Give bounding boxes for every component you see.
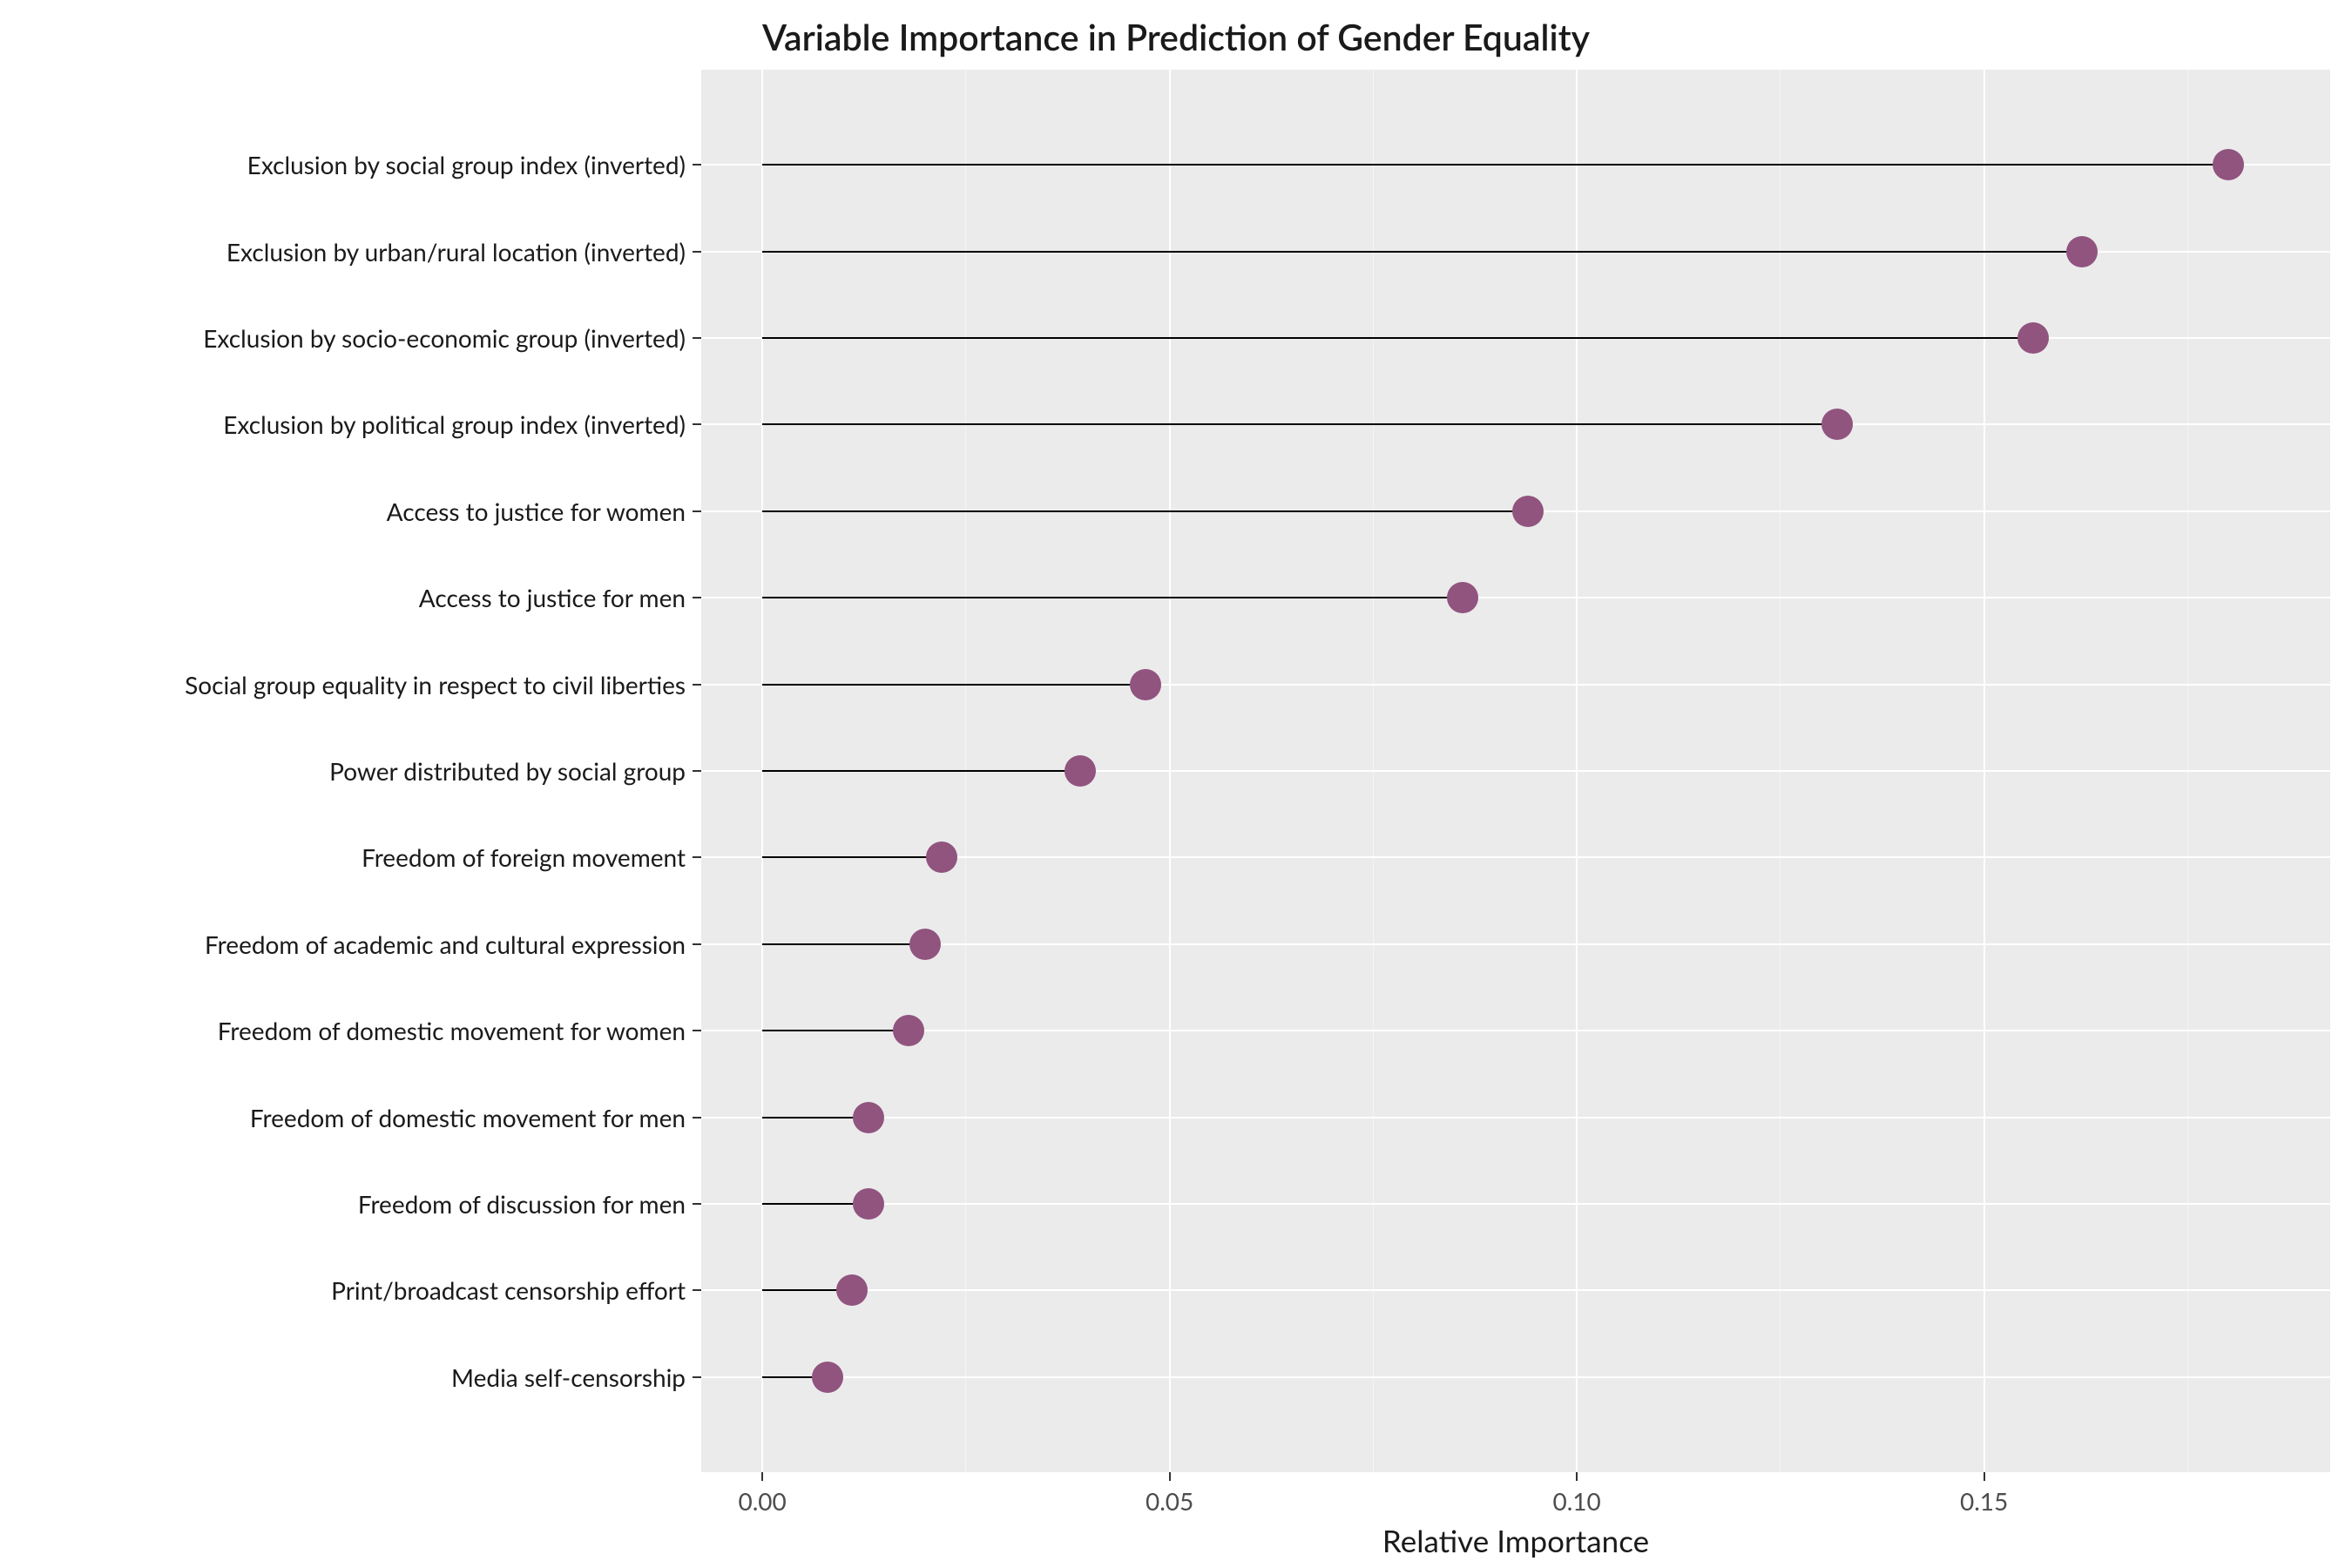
y-tick-mark: [693, 1117, 701, 1119]
y-tick-label-text: Exclusion by political group index (inve…: [223, 409, 686, 439]
y-tick-mark: [693, 856, 701, 858]
y-tick-label-text: Exclusion by socio-economic group (inver…: [203, 323, 686, 353]
y-tick-label: Freedom of domestic movement for women: [218, 1016, 686, 1045]
y-tick-label-text: Freedom of academic and cultural express…: [205, 929, 686, 959]
y-tick-label: Freedom of discussion for men: [358, 1189, 686, 1219]
gridline-row: [701, 1289, 2330, 1291]
x-tick-mark: [1984, 1472, 1985, 1481]
lollipop-dot: [812, 1362, 843, 1393]
y-tick-label-text: Exclusion by urban/rural location (inver…: [226, 237, 686, 267]
y-tick-mark: [693, 164, 701, 166]
y-tick-label: Exclusion by urban/rural location (inver…: [226, 237, 686, 267]
y-tick-label: Freedom of domestic movement for men: [250, 1103, 686, 1132]
y-tick-label-text: Power distributed by social group: [329, 756, 686, 786]
y-tick-mark: [693, 423, 701, 425]
lollipop-dot: [2017, 322, 2049, 354]
lollipop-stem: [762, 943, 925, 945]
gridline-row: [701, 1030, 2330, 1031]
chart-root: Variable Importance in Prediction of Gen…: [0, 0, 2352, 1568]
chart-title: Variable Importance in Prediction of Gen…: [0, 16, 2352, 58]
y-tick-label: Freedom of academic and cultural express…: [205, 929, 686, 959]
y-tick-label: Social group equality in respect to civi…: [185, 670, 686, 700]
lollipop-dot: [853, 1102, 884, 1133]
y-tick-label-text: Freedom of foreign movement: [362, 842, 686, 872]
lollipop-stem: [762, 597, 1463, 598]
y-tick-label-text: Print/broadcast censorship effort: [331, 1275, 686, 1305]
y-tick-mark: [693, 1030, 701, 1031]
x-tick-mark: [761, 1472, 763, 1481]
lollipop-stem: [762, 337, 2033, 339]
y-tick-mark: [693, 770, 701, 772]
y-tick-label-text: Freedom of domestic movement for men: [250, 1103, 686, 1132]
y-tick-mark: [693, 510, 701, 512]
lollipop-stem: [762, 164, 2228, 166]
lollipop-dot: [909, 929, 941, 960]
lollipop-dot: [1821, 409, 1853, 440]
x-axis-title: Relative Importance: [701, 1523, 2330, 1559]
y-tick-label: Access to justice for men: [419, 583, 686, 612]
y-tick-label-text: Exclusion by social group index (inverte…: [247, 150, 686, 179]
lollipop-dot: [1064, 755, 1096, 787]
gridline-row: [701, 1376, 2330, 1378]
gridline-row: [701, 1117, 2330, 1119]
lollipop-stem: [762, 251, 2082, 253]
y-tick-mark: [693, 1376, 701, 1378]
y-tick-label-text: Access to justice for women: [387, 497, 686, 526]
x-tick-label: 0.00: [738, 1486, 786, 1516]
lollipop-dot: [893, 1015, 924, 1046]
y-tick-label: Access to justice for women: [387, 497, 686, 526]
y-tick-mark: [693, 337, 701, 339]
y-tick-mark: [693, 684, 701, 686]
lollipop-stem: [762, 423, 1837, 425]
y-tick-label: Exclusion by socio-economic group (inver…: [203, 323, 686, 353]
x-tick-mark: [1576, 1472, 1578, 1481]
y-tick-label: Media self-censorship: [451, 1362, 686, 1392]
lollipop-dot: [853, 1188, 884, 1220]
x-tick-label: 0.15: [1960, 1486, 2008, 1516]
lollipop-dot: [2066, 236, 2098, 267]
y-tick-label: Print/broadcast censorship effort: [331, 1275, 686, 1305]
lollipop-stem: [762, 684, 1145, 686]
gridline-row: [701, 943, 2330, 945]
y-tick-label-text: Social group equality in respect to civi…: [185, 670, 686, 700]
y-tick-label-text: Media self-censorship: [451, 1362, 686, 1392]
lollipop-dot: [1447, 582, 1478, 613]
y-tick-mark: [693, 1289, 701, 1291]
lollipop-dot: [1130, 669, 1161, 700]
lollipop-dot: [836, 1274, 868, 1306]
lollipop-stem: [762, 510, 1528, 512]
x-tick-label: 0.05: [1146, 1486, 1193, 1516]
y-tick-label-text: Freedom of domestic movement for women: [218, 1016, 686, 1045]
lollipop-stem: [762, 1030, 909, 1031]
lollipop-stem: [762, 770, 1080, 772]
y-tick-label-text: Freedom of discussion for men: [358, 1189, 686, 1219]
y-tick-label: Exclusion by political group index (inve…: [223, 409, 686, 439]
lollipop-dot: [926, 841, 957, 873]
y-tick-mark: [693, 251, 701, 253]
y-tick-label: Power distributed by social group: [329, 756, 686, 786]
y-tick-label: Exclusion by social group index (inverte…: [247, 150, 686, 179]
x-tick-label: 0.10: [1552, 1486, 1600, 1516]
plot-area: [701, 70, 2330, 1472]
gridline-row: [701, 1203, 2330, 1205]
y-tick-mark: [693, 1203, 701, 1205]
lollipop-stem: [762, 856, 942, 858]
y-tick-label: Freedom of foreign movement: [362, 842, 686, 872]
y-tick-label-text: Access to justice for men: [419, 583, 686, 612]
y-tick-mark: [693, 943, 701, 945]
lollipop-dot: [1512, 496, 1544, 527]
x-tick-mark: [1169, 1472, 1171, 1481]
y-tick-mark: [693, 597, 701, 598]
lollipop-dot: [2213, 149, 2244, 180]
